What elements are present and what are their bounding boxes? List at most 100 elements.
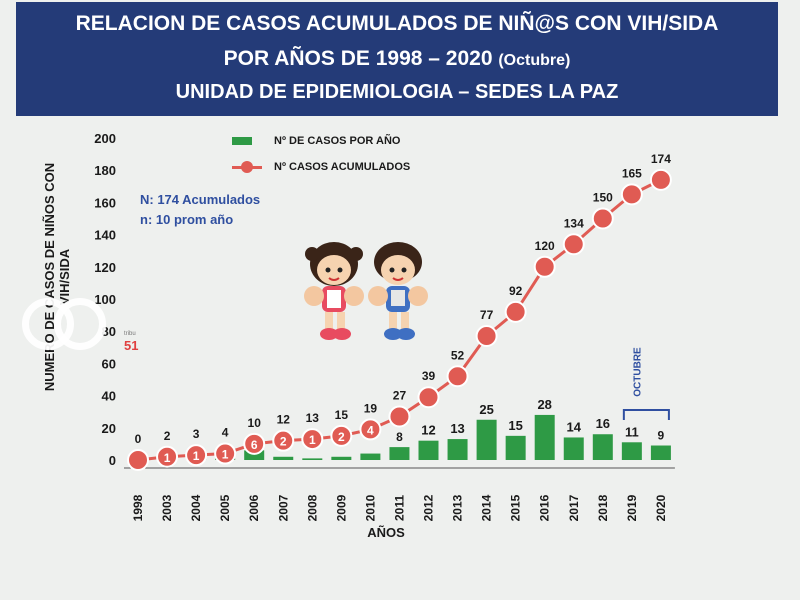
legend-dot-swatch <box>241 161 253 173</box>
boy-figure <box>368 242 428 340</box>
bar-2017 <box>563 437 584 460</box>
legend-line-label: Nº CASOS ACUMULADOS <box>274 161 411 173</box>
cumulative-point-2012 <box>417 386 440 409</box>
cumulative-point-2018 <box>591 207 614 230</box>
cumulative-point-2016 <box>533 255 556 278</box>
bar-2012 <box>418 440 439 460</box>
bar-label: 2 <box>280 435 287 449</box>
cumulative-label: 4 <box>222 426 229 440</box>
bar-label: 25 <box>479 402 493 417</box>
x-tick-label: 2017 <box>567 494 581 521</box>
x-tick-label: 2018 <box>596 494 610 521</box>
cumulative-point-2017 <box>562 233 585 256</box>
children-illustration <box>304 242 428 340</box>
cumulative-label: 0 <box>135 432 142 446</box>
cumulative-label: 15 <box>335 408 349 422</box>
cumulative-label: 13 <box>306 411 320 425</box>
legend-bar-swatch <box>232 137 252 145</box>
cumulative-point-2014 <box>475 325 498 348</box>
cumulative-label: 120 <box>535 239 555 253</box>
bar-label: 15 <box>508 418 522 433</box>
cumulative-label: 92 <box>509 284 523 298</box>
cumulative-point-2007 <box>272 429 295 452</box>
x-tick-label: 2008 <box>305 494 319 521</box>
legend-item-line: Nº CASOS ACUMULADOS <box>232 154 410 180</box>
bar-label: 6 <box>251 438 258 452</box>
bar-2014 <box>476 419 497 460</box>
x-tick-label: 1998 <box>131 494 145 521</box>
cumulative-point-2013 <box>446 365 469 388</box>
x-tick-label: 2003 <box>160 494 174 521</box>
cumulative-label: 174 <box>651 152 671 166</box>
x-tick-label: 2005 <box>218 494 232 521</box>
bar-label: 16 <box>596 416 610 431</box>
bar-label: 2 <box>338 430 345 444</box>
x-tick-label: 2004 <box>189 494 203 521</box>
bar-label: 13 <box>450 421 464 436</box>
y-tick-label: 140 <box>94 228 116 243</box>
annotation-bracket <box>622 409 670 420</box>
legend-item-bars: Nº DE CASOS POR AÑO <box>232 128 410 154</box>
cumulative-label: 39 <box>422 369 436 383</box>
y-tick-label: 60 <box>102 356 116 371</box>
logo-small-text: tribu <box>124 331 136 337</box>
cumulative-label: 150 <box>593 191 613 205</box>
x-tick-label: 2020 <box>654 494 668 521</box>
x-tick-label: 2013 <box>451 494 465 521</box>
cumulative-label: 3 <box>193 427 200 441</box>
bar-2009 <box>331 456 352 460</box>
x-tick-label: 2015 <box>509 494 523 521</box>
summary-stats: N: 174 Acumulados n: 10 prom año <box>140 190 260 230</box>
bar-label: 14 <box>567 419 582 434</box>
bar-label: 9 <box>658 429 665 443</box>
x-tick-label: 2011 <box>392 495 406 521</box>
title-line-2-main: POR AÑOS DE 1998 – 2020 <box>223 47 493 70</box>
cumulative-label: 19 <box>364 401 378 415</box>
y-tick-label: 100 <box>94 292 116 307</box>
bar-2006 <box>244 450 265 460</box>
cumulative-point-2009 <box>330 424 353 447</box>
bar-2011 <box>389 447 410 460</box>
x-tick-label: 2019 <box>625 494 639 521</box>
legend: Nº DE CASOS POR AÑO Nº CASOS ACUMULADOS <box>232 128 410 180</box>
bar-label: 1 <box>193 449 200 463</box>
cumulative-label: 10 <box>248 416 262 430</box>
title-line-1: RELACION DE CASOS ACUMULADOS DE NIÑ@S CO… <box>75 12 719 35</box>
bar-label: 4 <box>367 423 374 437</box>
bar-label: 28 <box>537 397 551 412</box>
cumulative-label: 52 <box>451 348 465 362</box>
bar-2015 <box>505 435 526 460</box>
bar-2018 <box>592 434 613 460</box>
cumulative-point-2003 <box>156 445 179 468</box>
bar-label: 1 <box>222 448 229 462</box>
bar-2020 <box>650 445 671 460</box>
bar-2007 <box>273 456 294 460</box>
x-tick-label: 2007 <box>276 494 290 521</box>
x-tick-label: 2016 <box>538 494 552 521</box>
y-tick-label: 200 <box>94 131 116 146</box>
title-line-2: POR AÑOS DE 1998 – 2020 (Octubre) <box>16 47 778 71</box>
cumulative-point-2008 <box>301 428 324 451</box>
bar-2008 <box>302 458 323 460</box>
bar-label: 1 <box>164 451 171 465</box>
cumulative-point-1998 <box>127 449 149 471</box>
x-tick-label: 2010 <box>363 494 377 521</box>
bar-label: 8 <box>396 430 403 444</box>
logo-text: 51 <box>124 338 139 353</box>
title-line-3: UNIDAD DE EPIDEMIOLOGIA – SEDES LA PAZ <box>175 81 619 103</box>
cumulative-label: 2 <box>164 429 171 443</box>
x-tick-label: 2014 <box>480 494 494 521</box>
legend-bar-label: Nº DE CASOS POR AÑO <box>274 135 401 147</box>
y-tick-label: 40 <box>102 389 116 404</box>
title-line-2-note: (Octubre) <box>498 52 571 69</box>
cumulative-label: 12 <box>277 413 291 427</box>
y-tick-label: 0 <box>109 453 116 468</box>
title-banner: RELACION DE CASOS ACUMULADOS DE NIÑ@S CO… <box>16 2 778 116</box>
data-labels: 0 2 3 410 12 13 15 1927395277921201341501651741… <box>135 152 672 465</box>
cumulative-point-2019 <box>620 183 643 206</box>
bar-2016 <box>534 414 555 460</box>
october-annotation: OCTUBRE <box>622 347 670 420</box>
y-tick-label: 180 <box>94 163 116 178</box>
cumulative-label: 77 <box>480 308 494 322</box>
cumulative-point-2004 <box>185 444 208 467</box>
